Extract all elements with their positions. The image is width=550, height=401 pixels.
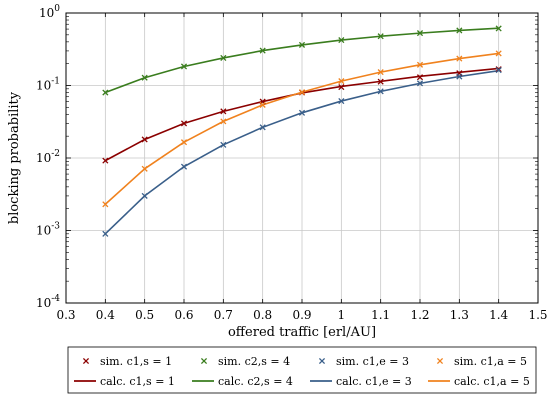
sim-point <box>102 230 109 237</box>
x-tick-label: 0.8 <box>253 308 272 322</box>
legend-calc-label: calc. c1,e = 3 <box>336 375 412 388</box>
x-tick-label: 1.3 <box>450 308 469 322</box>
y-axis-ticks: 10-4 10-3 10-2 10-1 100 <box>36 4 538 310</box>
sim-point <box>456 55 463 62</box>
sim-point <box>102 89 109 96</box>
sim-point <box>495 66 502 73</box>
sim-point <box>180 163 188 170</box>
legend-sim-marker <box>436 357 444 365</box>
sim-point <box>259 124 266 131</box>
sim-point <box>220 141 227 148</box>
x-tick-label: 1.2 <box>410 308 429 322</box>
sim-point <box>220 118 227 125</box>
legend-sim-label: sim. c1,a = 5 <box>454 355 527 368</box>
sim-point <box>180 120 188 127</box>
y-axis-label: blocking probability <box>7 91 22 224</box>
sim-point <box>259 47 266 54</box>
sim-point <box>298 89 306 96</box>
legend-calc-label: calc. c1,s = 1 <box>100 375 175 388</box>
sim-point <box>180 139 188 146</box>
sim-point <box>141 136 148 143</box>
sim-point <box>495 50 502 57</box>
sim-point <box>456 73 463 80</box>
x-tick-label: 0.6 <box>174 308 193 322</box>
sim-point <box>377 69 384 76</box>
legend: sim. c1,s = 1 calc. c1,s = 1 sim. c2,s = 4… <box>67 346 537 394</box>
legend-sim-marker <box>318 357 326 365</box>
legend-calc-label: calc. c1,a = 5 <box>454 375 530 388</box>
sim-point <box>338 84 345 91</box>
sim-point <box>259 101 266 108</box>
sim-point <box>416 61 424 68</box>
sim-point <box>338 98 345 105</box>
x-tick-label: 0.7 <box>214 308 233 322</box>
sim-point <box>298 109 306 116</box>
legend-calc-label: calc. c2,s = 4 <box>218 375 293 388</box>
grid-lines <box>65 12 539 304</box>
sim-point <box>141 74 148 81</box>
legend-box <box>67 346 537 394</box>
y-tick-label: 10-3 <box>36 222 60 238</box>
y-tick-label: 100 <box>39 4 60 20</box>
sim-point <box>220 108 227 115</box>
sim-point <box>141 165 148 172</box>
sim-point <box>416 74 424 81</box>
legend-sim-marker <box>82 357 90 365</box>
sim-point <box>298 41 306 48</box>
legend-sim-label: sim. c1,s = 1 <box>100 355 172 368</box>
sim-point <box>416 80 424 87</box>
sim-point <box>377 33 384 40</box>
x-tick-label: 1.4 <box>489 308 508 322</box>
x-tick-label: 0.9 <box>292 308 311 322</box>
legend-sim-label: sim. c1,e = 3 <box>336 355 409 368</box>
x-tick-label: 0.5 <box>135 308 154 322</box>
y-tick-label: 10-1 <box>36 77 60 93</box>
sim-point <box>338 37 345 44</box>
sim-point <box>338 78 345 85</box>
legend-sim-label: sim. c2,s = 4 <box>218 355 290 368</box>
sim-point <box>495 25 502 32</box>
sim-point <box>102 201 109 208</box>
sim-point <box>141 192 148 199</box>
x-tick-label: 0.4 <box>96 308 115 322</box>
sim-point <box>416 30 424 37</box>
x-axis-ticks: 0.3 0.4 0.5 0.6 0.7 0.8 0.9 1 1.1 1.2 1.3 1.4 1.5 <box>56 13 548 322</box>
x-tick-label: 1.1 <box>371 308 390 322</box>
x-axis-label: offered traffic [erl/AU] <box>228 325 376 340</box>
x-tick-label: 0.3 <box>56 308 75 322</box>
sim-point <box>377 88 384 95</box>
sim-point <box>456 27 463 34</box>
sim-point <box>377 78 384 85</box>
y-tick-label: 10-4 <box>36 294 60 310</box>
legend-sim-marker <box>200 357 208 365</box>
series-markers <box>102 25 502 237</box>
y-tick-label: 10-2 <box>36 149 60 165</box>
sim-point <box>102 157 109 164</box>
sim-point <box>220 54 227 61</box>
sim-point <box>495 67 502 74</box>
x-tick-label: 1.5 <box>528 308 547 322</box>
sim-point <box>180 63 188 70</box>
x-tick-label: 1 <box>338 308 346 322</box>
